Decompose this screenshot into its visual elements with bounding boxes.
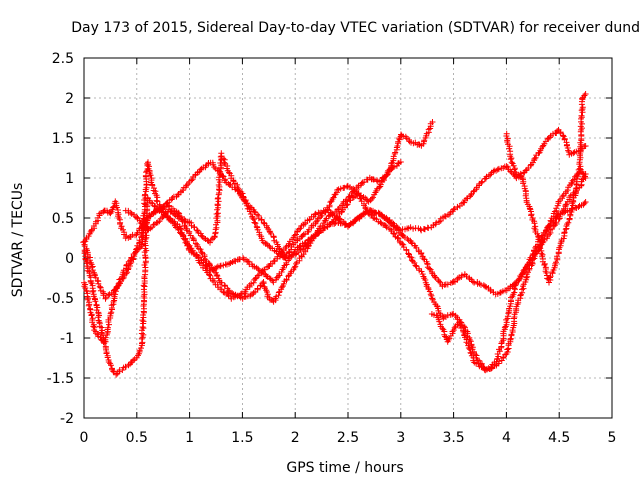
x-tick-label: 0.5 xyxy=(126,430,148,446)
y-tick-label: 0.5 xyxy=(52,211,74,227)
chart-title: Day 173 of 2015, Sidereal Day-to-day VTE… xyxy=(71,20,640,36)
x-tick-label: 3.5 xyxy=(442,430,464,446)
series-marks-track-f xyxy=(428,171,589,373)
grid-lines xyxy=(84,58,612,418)
x-tick-label: 1 xyxy=(185,430,194,446)
x-tick-label: 3 xyxy=(396,430,405,446)
y-tick-label: -0.5 xyxy=(47,291,74,307)
y-tick-label: -2 xyxy=(60,411,74,427)
y-tick-label: 0 xyxy=(65,251,74,267)
x-tick-label: 4 xyxy=(502,430,511,446)
x-tick-label: 1.5 xyxy=(231,430,253,446)
y-tick-label: -1 xyxy=(60,331,74,347)
y-tick-label: 2 xyxy=(65,91,74,107)
series-marks-track-b xyxy=(81,159,404,345)
x-tick-label: 5 xyxy=(608,430,617,446)
x-tick-label: 2 xyxy=(291,430,300,446)
series-marks-track-a xyxy=(81,119,436,261)
series-marks-track-g xyxy=(503,91,589,286)
x-tick-label: 4.5 xyxy=(548,430,570,446)
y-axis-label: SDTVAR / TECUs xyxy=(10,183,26,298)
y-tick-label: 2.5 xyxy=(52,51,74,67)
x-axis-label: GPS time / hours xyxy=(286,460,403,476)
y-tick-label: 1 xyxy=(65,171,74,187)
series-track-f xyxy=(428,171,589,373)
x-tick-label: 0 xyxy=(80,430,89,446)
series-track-g xyxy=(503,91,589,286)
series-track-b xyxy=(81,159,404,345)
axis-ticks: 0 0.5 1 1.5 2 2.5 3 3.5 4 4.5 5 2.5 2 1.5 1 0.5 0 -0.5 -1 -… xyxy=(47,51,617,446)
data-marks xyxy=(80,91,589,378)
y-tick-label: 1.5 xyxy=(52,131,74,147)
series-track-e xyxy=(122,150,589,374)
series-track-a xyxy=(81,119,436,261)
y-tick-label: -1.5 xyxy=(47,371,74,387)
series-marks-track-e xyxy=(122,150,589,374)
x-tick-label: 2.5 xyxy=(337,430,359,446)
